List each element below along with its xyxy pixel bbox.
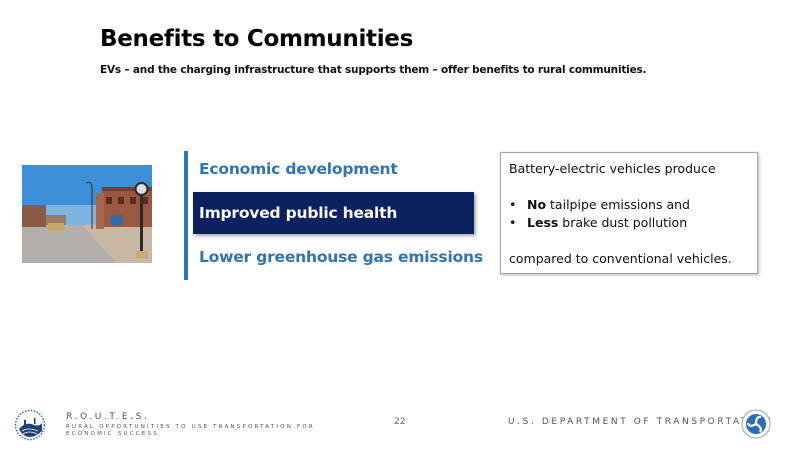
benefit-economic-development: Economic development	[199, 160, 398, 178]
callout-intro: Battery-electric vehicles produce	[509, 161, 716, 176]
usdot-seal-icon	[741, 409, 771, 439]
benefit-lower-ghg-emissions: Lower greenhouse gas emissions	[199, 248, 483, 266]
bullet-emphasis: Less	[527, 215, 559, 230]
callout-bullet: • Less brake dust pollution	[509, 215, 687, 230]
slide-subtitle: EVs – and the charging infrastructure th…	[100, 64, 647, 76]
routes-logo-icon	[14, 409, 46, 441]
bullet-text: tailpipe emissions and	[546, 197, 690, 212]
bullet-icon: •	[509, 215, 517, 230]
bullet-emphasis: No	[527, 197, 547, 212]
usdot-label: U.S. DEPARTMENT OF TRANSPORTATION	[508, 417, 774, 427]
callout-outro: compared to conventional vehicles.	[509, 251, 732, 266]
health-benefits-callout: Battery-electric vehicles produce • No ta…	[500, 152, 758, 274]
benefits-divider	[184, 151, 188, 280]
slide-title: Benefits to Communities	[100, 26, 414, 52]
routes-subtitle: RURAL OPPORTUNITIES TO USE TRANSPORTATIO…	[66, 424, 315, 437]
callout-bullet: • No tailpipe emissions and	[509, 197, 690, 212]
benefit-improved-public-health: Improved public health	[193, 192, 474, 234]
main-street-photo	[22, 165, 152, 263]
page-number: 22	[394, 417, 406, 427]
bullet-text: brake dust pollution	[558, 215, 688, 230]
routes-title: R.O.U.T.E.S.	[66, 412, 150, 422]
benefit-label: Improved public health	[199, 204, 398, 222]
bullet-icon: •	[509, 197, 517, 212]
